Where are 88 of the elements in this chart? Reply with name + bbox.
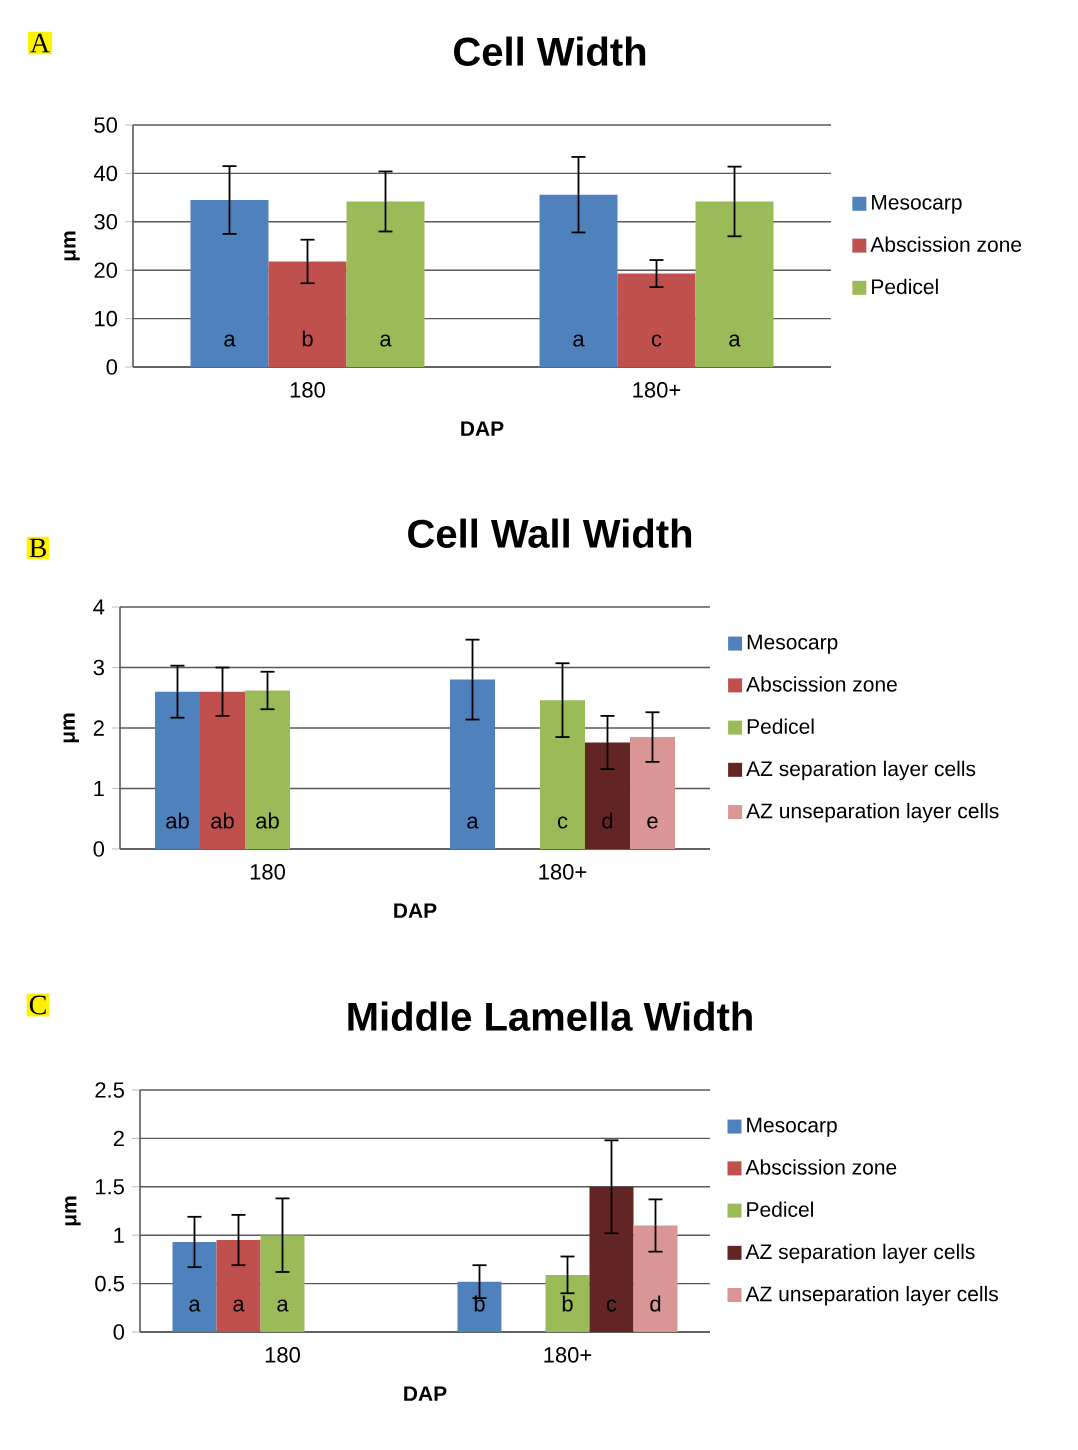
y-axis-title: μm (63, 713, 79, 743)
annotation: b (562, 1295, 573, 1312)
legend-label: Abscission zone (870, 236, 1022, 252)
y-tick-label: 30 (94, 214, 118, 230)
legend-label: AZ unseparation layer cells (745, 1285, 998, 1306)
y-tick-label: 4 (93, 599, 105, 615)
legend-label: Pedicel (747, 718, 814, 734)
text: C (29, 995, 46, 1015)
legend-label: Pedicel (747, 1201, 813, 1217)
bar (346, 201, 425, 367)
bar (190, 200, 269, 367)
legend-label: Abscission zone (745, 1159, 897, 1175)
y-tick-label: 0 (113, 1324, 125, 1340)
legend-label: Abscission zone (746, 676, 897, 692)
annotation: a (380, 334, 392, 347)
bar (268, 261, 347, 367)
text: B (29, 538, 46, 558)
bar (457, 1281, 502, 1332)
x-axis-title: DAP (461, 421, 504, 436)
y-tick-label: 1 (94, 780, 104, 797)
legend-label: Mesocarp (747, 1117, 837, 1137)
chart-title: Middle Lamella Width (348, 1001, 752, 1031)
bar (695, 201, 774, 367)
x-tick-label: 180 (265, 1347, 300, 1363)
y-tick-label: 50 (94, 117, 118, 133)
bar (545, 1274, 590, 1332)
annotation: c (606, 1299, 617, 1312)
legend-label: Pedicel (872, 278, 938, 295)
bar (585, 742, 630, 849)
y-axis-title: μm (65, 1196, 81, 1226)
bar (172, 1241, 217, 1332)
annotation: a (189, 1299, 201, 1312)
bar (245, 690, 290, 849)
legend-label: Mesocarp (747, 634, 838, 654)
bar (617, 273, 696, 367)
annotation: ab (166, 812, 189, 829)
legend-label: AZ separation layer cells (745, 1243, 975, 1264)
annotation: b (302, 330, 313, 347)
bar (200, 691, 245, 849)
x-axis-title: DAP (394, 903, 437, 918)
bar (216, 1240, 261, 1332)
legend-label: AZ separation layer cells (746, 760, 976, 781)
bar (589, 1186, 634, 1332)
y-tick-label: 10 (95, 310, 118, 327)
annotation: d (602, 812, 613, 829)
bar (450, 679, 495, 849)
bar (540, 700, 585, 849)
y-tick-label: 0.5 (95, 1275, 124, 1292)
y-axis-title: μm (64, 231, 80, 261)
bar (633, 1225, 678, 1332)
y-tick-label: 2 (113, 1130, 124, 1147)
x-tick-label: 180+ (544, 1347, 592, 1363)
x-tick-label: 180+ (633, 382, 681, 398)
annotation: c (651, 334, 662, 347)
x-tick-label: 180 (290, 382, 325, 398)
annotation: ab (211, 812, 234, 829)
annotation: a (277, 1299, 289, 1312)
legend-label: AZ unseparation layer cells (746, 802, 999, 823)
annotation: a (233, 1299, 245, 1312)
y-tick-label: 40 (93, 165, 118, 182)
x-tick-label: 180+ (539, 864, 587, 880)
y-tick-label: 0 (106, 359, 118, 375)
annotation: ab (256, 812, 279, 829)
bar (630, 737, 675, 849)
y-tick-label: 2.5 (95, 1082, 124, 1098)
y-tick-label: 3 (93, 659, 104, 676)
y-tick-label: 2 (93, 720, 104, 736)
bar (155, 691, 200, 849)
bar (539, 194, 618, 367)
annotation: a (224, 334, 236, 347)
y-tick-label: 1.5 (96, 1179, 124, 1195)
annotation: a (573, 334, 585, 347)
annotation: b (474, 1295, 485, 1312)
annotation: a (729, 334, 741, 347)
legend-label: Mesocarp (872, 195, 962, 214)
x-tick-label: 180 (250, 864, 285, 880)
annotation: c (557, 816, 568, 829)
x-axis-title: DAP (404, 1386, 447, 1401)
text: A (30, 33, 50, 53)
annotation: d (650, 1295, 661, 1312)
y-tick-label: 0 (93, 841, 105, 857)
y-tick-label: 20 (94, 262, 118, 278)
bar (260, 1235, 305, 1332)
chart-title: Cell Width (454, 36, 646, 66)
chart-title: Cell Wall Width (408, 518, 692, 548)
annotation: a (467, 816, 479, 829)
annotation: e (647, 816, 658, 829)
y-tick-label: 1 (114, 1227, 124, 1243)
